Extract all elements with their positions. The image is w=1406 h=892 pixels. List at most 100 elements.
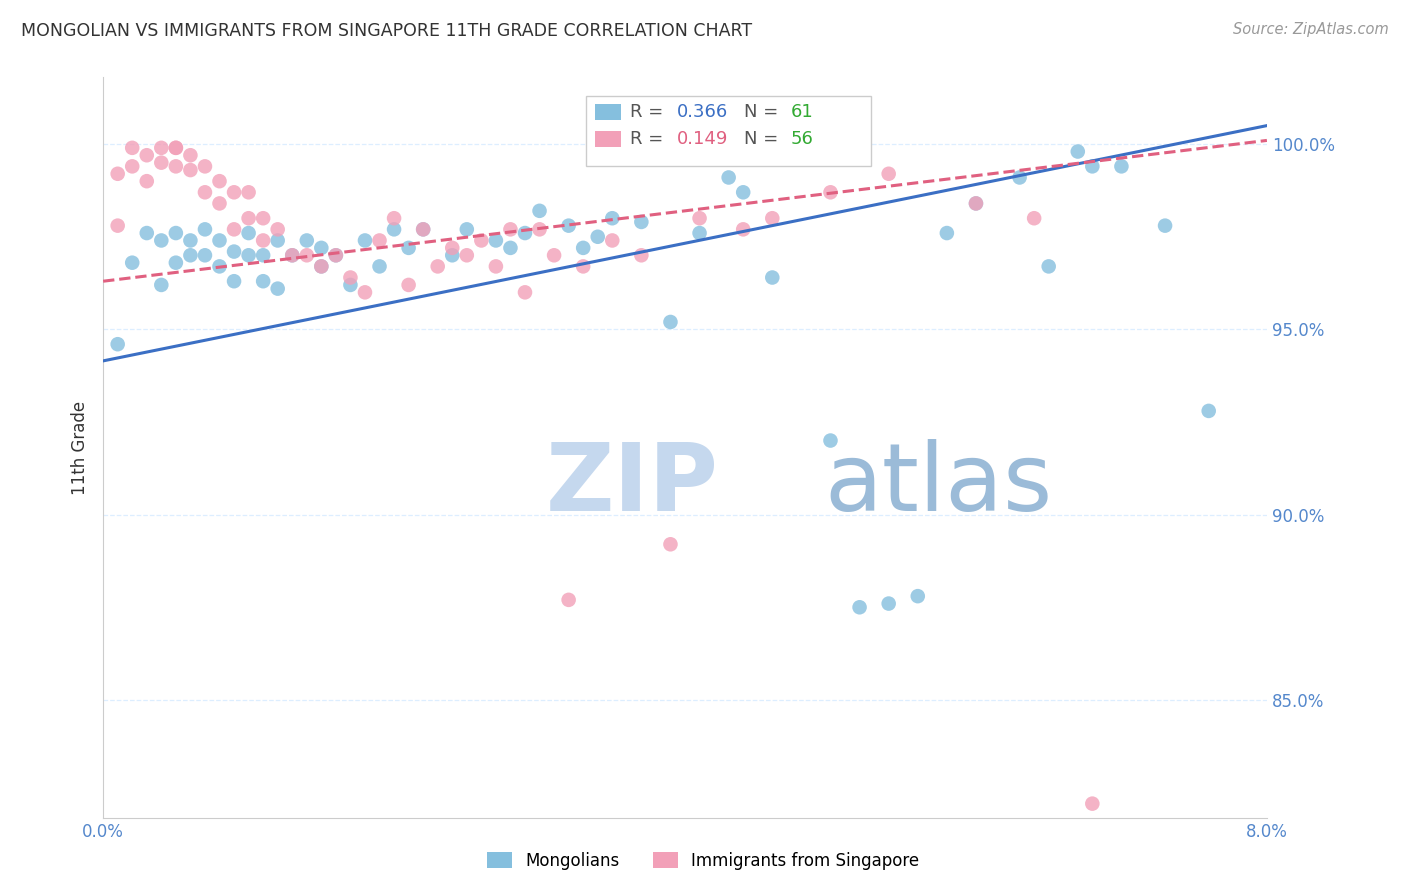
Point	[1154, 219, 1177, 233]
Point	[398, 277, 420, 292]
Point	[107, 219, 129, 233]
Point	[339, 277, 361, 292]
Point	[150, 277, 173, 292]
Point	[485, 260, 508, 274]
FancyBboxPatch shape	[595, 131, 621, 147]
Point	[165, 141, 187, 155]
Point	[877, 597, 900, 611]
Text: atlas: atlas	[825, 439, 1053, 531]
Point	[733, 186, 755, 200]
Point	[368, 260, 391, 274]
Point	[733, 222, 755, 236]
Point	[135, 148, 157, 162]
Point	[689, 226, 711, 240]
Point	[165, 256, 187, 270]
Point	[630, 215, 652, 229]
Point	[600, 234, 623, 248]
Text: 0.366: 0.366	[676, 103, 728, 121]
Point	[513, 226, 536, 240]
Point	[485, 234, 508, 248]
Point	[121, 141, 143, 155]
Text: R =: R =	[630, 103, 669, 121]
Point	[121, 160, 143, 174]
Point	[820, 186, 842, 200]
Point	[572, 260, 595, 274]
Text: N =: N =	[744, 103, 785, 121]
Point	[135, 174, 157, 188]
Point	[238, 211, 260, 226]
Point	[630, 248, 652, 262]
Point	[499, 241, 522, 255]
Point	[150, 234, 173, 248]
Point	[121, 256, 143, 270]
Point	[848, 600, 870, 615]
Point	[194, 160, 217, 174]
Point	[1111, 160, 1133, 174]
Point	[179, 234, 201, 248]
Point	[499, 222, 522, 236]
Point	[557, 219, 579, 233]
Point	[311, 260, 333, 274]
Point	[354, 234, 377, 248]
Point	[238, 226, 260, 240]
Point	[208, 174, 231, 188]
Point	[165, 226, 187, 240]
Point	[426, 260, 449, 274]
Text: 61: 61	[792, 103, 814, 121]
Point	[412, 222, 434, 236]
Point	[412, 222, 434, 236]
Point	[1024, 211, 1046, 226]
FancyBboxPatch shape	[595, 104, 621, 120]
Point	[1067, 145, 1090, 159]
Point	[150, 155, 173, 169]
Point	[222, 244, 245, 259]
Point	[717, 170, 740, 185]
Point	[222, 186, 245, 200]
Point	[311, 260, 333, 274]
Point	[470, 234, 492, 248]
Point	[281, 248, 304, 262]
Point	[281, 248, 304, 262]
Point	[689, 211, 711, 226]
Point	[339, 270, 361, 285]
Point	[529, 222, 551, 236]
Legend: Mongolians, Immigrants from Singapore: Mongolians, Immigrants from Singapore	[479, 846, 927, 877]
Point	[965, 196, 987, 211]
Point	[529, 203, 551, 218]
Text: N =: N =	[744, 130, 785, 148]
Point	[586, 229, 609, 244]
Point	[820, 434, 842, 448]
Point	[441, 248, 464, 262]
Point	[325, 248, 347, 262]
Point	[208, 260, 231, 274]
Point	[1008, 170, 1031, 185]
Point	[194, 248, 217, 262]
Point	[179, 248, 201, 262]
Point	[295, 248, 318, 262]
Y-axis label: 11th Grade: 11th Grade	[72, 401, 89, 495]
Point	[252, 211, 274, 226]
Point	[354, 285, 377, 300]
Point	[295, 234, 318, 248]
Point	[572, 241, 595, 255]
Point	[659, 537, 682, 551]
Point	[1198, 404, 1220, 418]
Point	[267, 222, 290, 236]
Point	[222, 222, 245, 236]
Point	[382, 211, 405, 226]
Point	[135, 226, 157, 240]
Point	[222, 274, 245, 288]
Point	[513, 285, 536, 300]
Point	[267, 282, 290, 296]
Point	[208, 196, 231, 211]
Point	[150, 141, 173, 155]
Point	[165, 141, 187, 155]
FancyBboxPatch shape	[586, 96, 872, 167]
Point	[965, 196, 987, 211]
Point	[935, 226, 957, 240]
Point	[194, 186, 217, 200]
Point	[179, 148, 201, 162]
Point	[238, 248, 260, 262]
Point	[456, 248, 478, 262]
Point	[382, 222, 405, 236]
